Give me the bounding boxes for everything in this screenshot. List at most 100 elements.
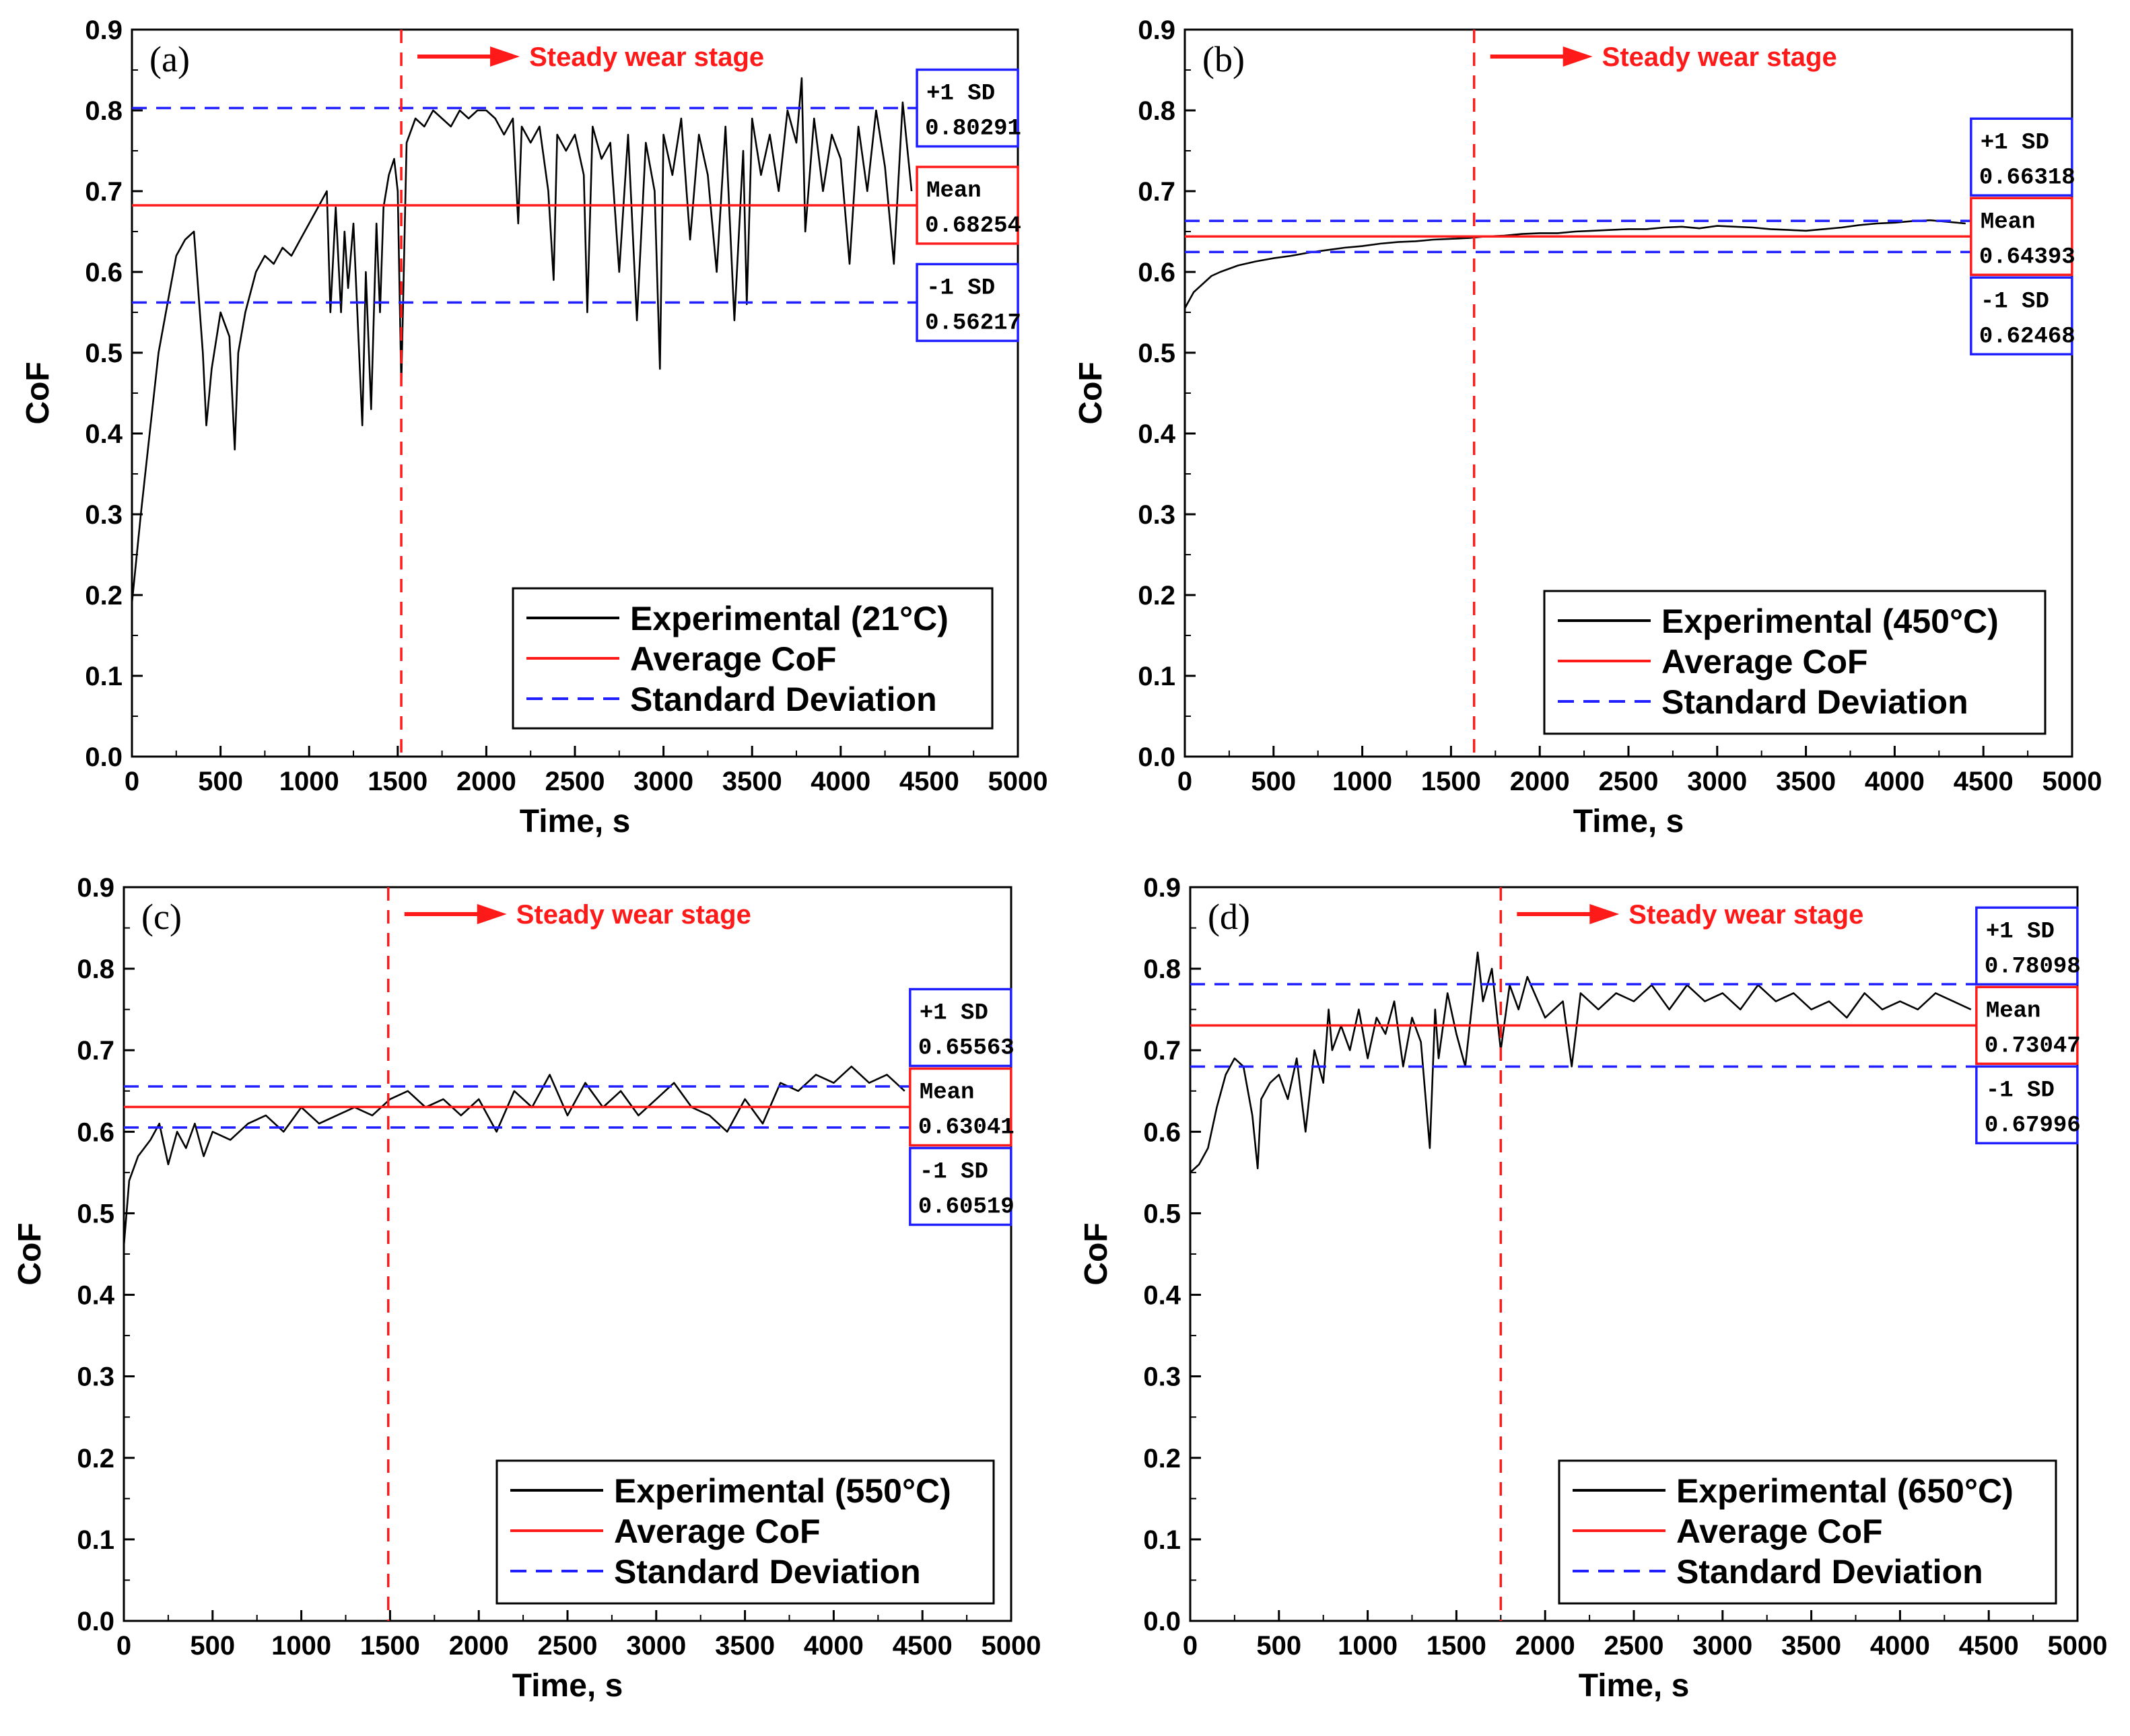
x-tick-label: 5000	[988, 767, 1048, 796]
plus-sd-box	[916, 68, 1019, 148]
legend-label: Average CoF	[1676, 1513, 1883, 1550]
legend-label: Standard Deviation	[630, 681, 937, 718]
minus-sd-box-value: 0.62468	[1979, 324, 2075, 349]
experimental-series-line	[124, 1066, 905, 1247]
x-tick-label: 3500	[715, 1631, 775, 1661]
x-tick-label: 4500	[1959, 1631, 2019, 1661]
y-tick-label: 0.9	[77, 873, 114, 903]
minus-sd-box-title: -1 SD	[926, 275, 995, 301]
plus-sd-box-value: 0.78098	[1985, 954, 2081, 979]
y-tick-label: 0.7	[85, 177, 123, 207]
mean-box-value: 0.73047	[1985, 1033, 2081, 1059]
x-axis-title: Time, s	[1573, 804, 1684, 839]
x-tick-label: 1000	[271, 1631, 331, 1661]
plus-sd-box	[909, 987, 1012, 1068]
x-tick-label: 3000	[1692, 1631, 1752, 1661]
steady-stage-label: Steady wear stage	[516, 900, 751, 930]
minus-sd-box-value: 0.67996	[1985, 1113, 2081, 1138]
y-tick-label: 0.0	[77, 1607, 114, 1636]
steady-stage-label: Steady wear stage	[1602, 42, 1837, 72]
x-tick-label: 500	[1256, 1631, 1301, 1661]
x-tick-label: 0	[1177, 767, 1192, 796]
legend-label: Experimental (550°C)	[614, 1472, 951, 1510]
y-tick-label: 0.1	[77, 1525, 114, 1555]
y-axis-title: CoF	[12, 1222, 48, 1285]
mean-box	[1975, 985, 2079, 1066]
experimental-series-line	[1190, 951, 1972, 1173]
minus-sd-box	[916, 263, 1019, 343]
y-tick-label: 0.1	[85, 662, 123, 691]
plus-sd-box-value: 0.66318	[1979, 165, 2075, 190]
plus-sd-box	[1970, 117, 2073, 197]
y-tick-label: 0.5	[77, 1199, 114, 1228]
x-tick-label: 1000	[1338, 1631, 1398, 1661]
x-tick-label: 1500	[1421, 767, 1481, 796]
x-tick-label: 0	[1183, 1631, 1198, 1661]
x-tick-label: 5000	[982, 1631, 1041, 1661]
y-tick-label: 0.0	[1138, 742, 1175, 772]
legend-label: Average CoF	[1661, 643, 1868, 681]
mean-box	[909, 1067, 1012, 1147]
panel-label: (a)	[149, 39, 190, 79]
x-tick-label: 4000	[1865, 767, 1925, 796]
chart-panel-c: 0 500 1000 1500 2000 2500 3000 3500 4000 4500 5000…	[12, 873, 1041, 1704]
mean-box	[916, 166, 1019, 245]
mean-box-title: Mean	[920, 1080, 975, 1106]
mean-box-title: Mean	[1986, 998, 2041, 1024]
x-tick-label: 0	[125, 767, 139, 796]
x-tick-label: 2000	[1510, 767, 1570, 796]
chart-panel-a: 0 500 1000 1500 2000 2500 3000 3500 4000 4500 5000…	[20, 15, 1047, 839]
y-tick-label: 0.4	[85, 419, 123, 449]
y-tick-label: 0.9	[85, 15, 123, 45]
x-tick-label: 3500	[1781, 1631, 1841, 1661]
steady-stage-label: Steady wear stage	[529, 42, 764, 72]
arrow-head-icon	[477, 904, 507, 924]
plus-sd-box-value: 0.65563	[918, 1036, 1015, 1062]
y-tick-label: 0.4	[1138, 419, 1175, 449]
x-tick-label: 3500	[722, 767, 782, 796]
x-tick-label: 4000	[804, 1631, 864, 1661]
x-tick-label: 3000	[633, 767, 693, 796]
chart-panel-d: 0 500 1000 1500 2000 2500 3000 3500 4000 4500 5000…	[1078, 873, 2107, 1704]
x-tick-label: 1000	[279, 767, 339, 796]
y-tick-label: 0.1	[1143, 1525, 1181, 1555]
legend-label: Experimental (21°C)	[630, 600, 949, 637]
mean-box-value: 0.63041	[918, 1115, 1015, 1141]
y-tick-label: 0.8	[1138, 96, 1175, 126]
x-tick-label: 500	[1251, 767, 1296, 796]
y-tick-label: 0.1	[1138, 662, 1175, 691]
y-tick-label: 0.6	[1143, 1117, 1181, 1147]
arrow-head-icon	[1589, 904, 1620, 924]
x-axis-title: Time, s	[1579, 1668, 1690, 1704]
x-tick-label: 1500	[368, 767, 427, 796]
y-tick-label: 0.6	[1138, 258, 1175, 287]
y-tick-label: 0.7	[77, 1036, 114, 1066]
minus-sd-box-title: -1 SD	[1981, 289, 2049, 314]
minus-sd-box-value: 0.56217	[925, 310, 1021, 336]
minus-sd-box-title: -1 SD	[920, 1160, 988, 1185]
minus-sd-box	[909, 1146, 1012, 1226]
y-axis-title: CoF	[1073, 361, 1109, 424]
plus-sd-box-title: +1 SD	[920, 1001, 988, 1027]
plus-sd-box-title: +1 SD	[926, 81, 995, 107]
legend-label: Experimental (450°C)	[1661, 602, 1999, 640]
mean-box-value: 0.64393	[1979, 244, 2075, 270]
x-tick-label: 4000	[811, 767, 870, 796]
y-tick-label: 0.2	[85, 581, 123, 611]
mean-box	[1970, 197, 2073, 277]
y-tick-label: 0.6	[85, 258, 123, 287]
x-tick-label: 2500	[1599, 767, 1659, 796]
y-tick-label: 0.0	[85, 742, 123, 772]
steady-stage-label: Steady wear stage	[1628, 900, 1863, 930]
x-tick-label: 2000	[449, 1631, 509, 1661]
y-tick-label: 0.6	[77, 1117, 114, 1147]
y-tick-label: 0.3	[77, 1362, 114, 1392]
x-tick-label: 2500	[1604, 1631, 1664, 1661]
legend-label: Standard Deviation	[614, 1553, 921, 1591]
mean-box-value: 0.68254	[925, 213, 1021, 239]
x-tick-label: 5000	[2048, 1631, 2108, 1661]
x-tick-label: 3000	[626, 1631, 686, 1661]
panel-label: (c)	[141, 897, 182, 937]
y-tick-label: 0.2	[1138, 581, 1175, 611]
panel-label: (d)	[1208, 897, 1250, 937]
